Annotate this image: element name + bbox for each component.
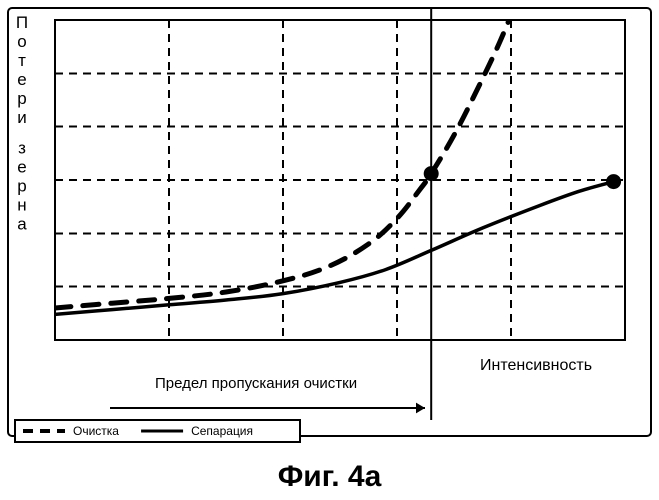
legend-label: Очистка [73,424,119,438]
y-axis-label-char: о [17,32,26,51]
y-axis-label-char: т [18,51,26,70]
y-axis-label-char: р [17,176,26,195]
series-marker [607,175,621,189]
y-axis-label-char: н [17,195,26,214]
chart-svg: ПотеризернаИнтенсивностьПредел пропускан… [0,0,659,500]
legend-label: Сепарация [191,424,253,438]
x-axis-label: Интенсивность [480,357,592,374]
y-axis-label-char: е [17,157,26,176]
y-axis-label-char: а [17,214,27,233]
series-marker [424,167,438,181]
y-axis-label-char: П [16,13,28,32]
y-axis-label-char: з [18,138,26,157]
y-axis-label-char: е [17,70,26,89]
y-axis-label-char: и [17,108,27,127]
limit-arrow-head [416,403,425,414]
figure-caption: Фиг. 4a [0,460,659,494]
y-axis-label-char: р [17,89,26,108]
limit-label: Предел пропускания очистки [155,375,357,392]
